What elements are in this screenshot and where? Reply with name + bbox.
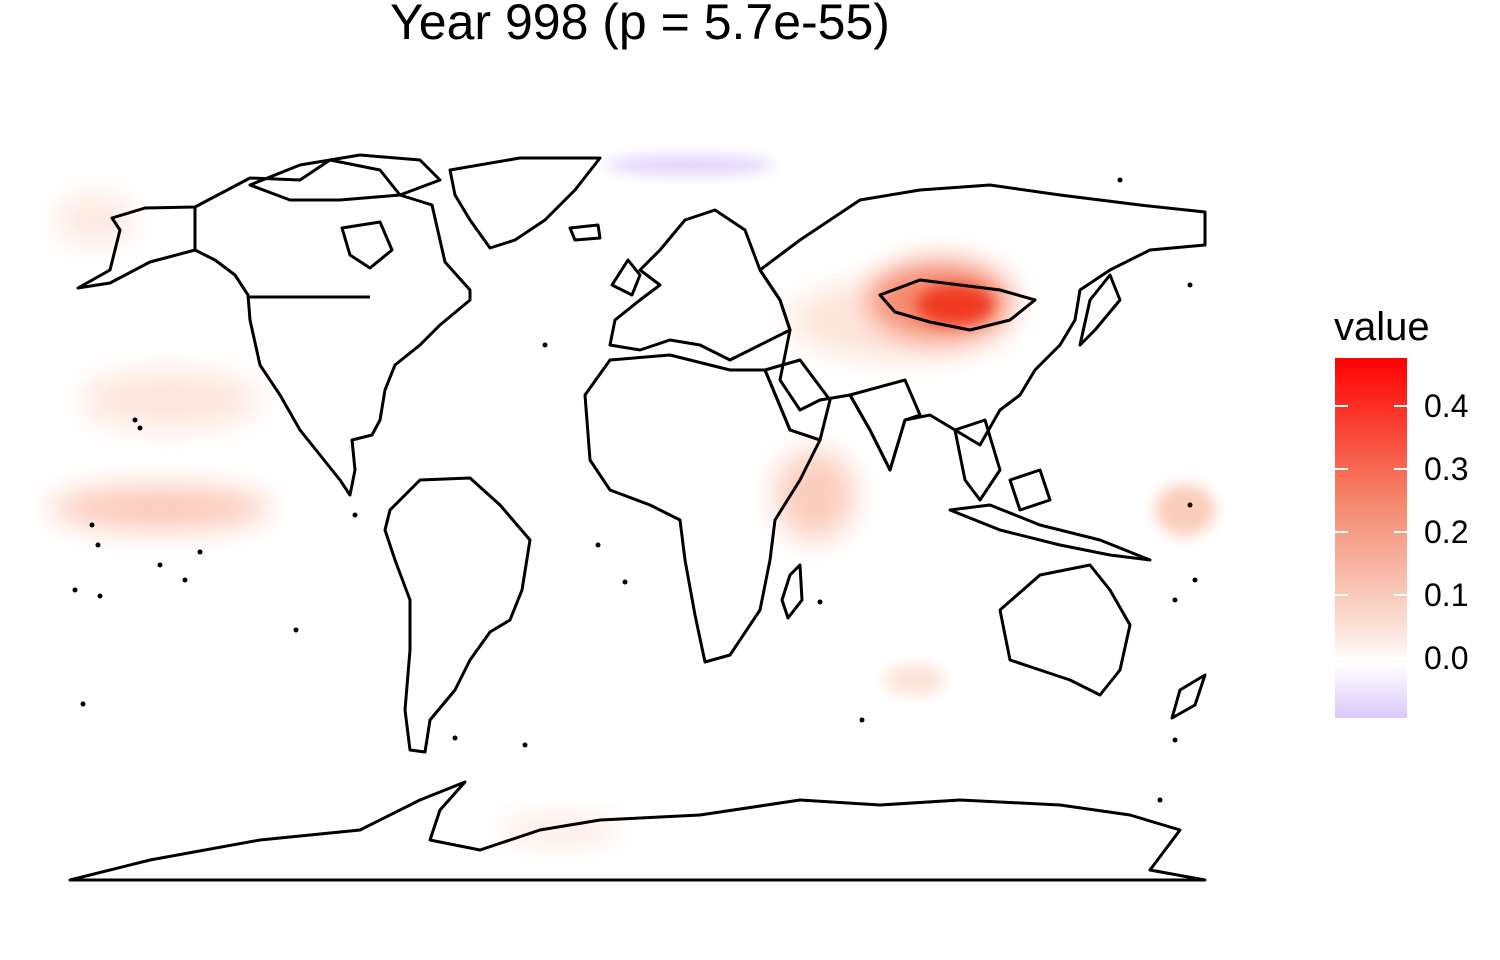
island-dot (452, 735, 458, 741)
heatmap-field (50, 155, 1215, 844)
australia-outline (998, 563, 1132, 697)
legend-tick-mark (1335, 531, 1348, 533)
island-dot (1172, 597, 1178, 603)
asia-outline (758, 183, 1207, 472)
chart-title: Year 998 (p = 5.7e-55) (390, 0, 890, 50)
indonesia (948, 503, 1152, 562)
legend-tick-label: 0.1 (1424, 577, 1469, 613)
heat-cell-arctic-negative (605, 155, 775, 175)
legend-tick-mark (1394, 468, 1407, 470)
greenland-outline (448, 156, 602, 250)
japan (1078, 273, 1122, 347)
island-dot (1192, 577, 1198, 583)
arctic-archipelago (248, 153, 442, 202)
heat-cell-central-pacific (50, 486, 270, 530)
legend-tick-mark (1335, 468, 1348, 470)
british-isles (610, 258, 642, 297)
coastlines (68, 153, 1207, 882)
island-dots (72, 177, 1198, 803)
island-dot (522, 742, 528, 748)
hudson-bay (340, 220, 394, 270)
southeast-asia (953, 418, 1002, 502)
legend-tick-label: 0.2 (1424, 514, 1469, 550)
heat-cell-mongolia-core (917, 285, 993, 325)
legend-tick-mark (1335, 594, 1348, 596)
mongolia-border (878, 278, 1037, 332)
island-dot (1187, 502, 1193, 508)
antarctica-outline (68, 780, 1207, 882)
north-america-outline (76, 158, 472, 497)
borneo (1008, 468, 1052, 512)
legend-tick-label: 0.4 (1424, 388, 1469, 424)
island-dot (182, 577, 188, 583)
heat-cell-west-pacific (1155, 484, 1215, 536)
legend-tick-mark (1394, 531, 1407, 533)
africa-outline (583, 353, 822, 664)
legend-tick-mark (1394, 594, 1407, 596)
iceland (568, 223, 602, 242)
island-dot (1172, 737, 1178, 743)
new-zealand (1170, 673, 1207, 720)
island-dot (72, 587, 78, 593)
island-dot (622, 579, 628, 585)
legend-tick-label: 0.0 (1424, 640, 1469, 676)
legend-tick-mark (1335, 657, 1348, 659)
island-dot (817, 599, 823, 605)
island-dot (132, 417, 138, 423)
legend-tick-label: 0.3 (1424, 451, 1469, 487)
madagascar (780, 563, 804, 620)
island-dot (95, 542, 101, 548)
island-dot (1157, 797, 1163, 803)
heat-cell-east-africa (775, 450, 855, 540)
arabian-peninsula (763, 358, 832, 442)
europe-outline (608, 208, 792, 362)
legend-tick-mark (1394, 405, 1407, 407)
island-dot (97, 593, 103, 599)
legend-title: value (1334, 305, 1430, 349)
island-dot (352, 512, 358, 518)
legend-tick-mark (1394, 657, 1407, 659)
south-america-outline (383, 476, 532, 754)
india (848, 378, 922, 472)
heat-cell-alaska-sea (55, 195, 135, 245)
island-dot (293, 627, 299, 633)
heat-cell-south-indian (885, 664, 945, 696)
island-dot (1117, 177, 1123, 183)
island-dot (89, 522, 95, 528)
island-dot (542, 342, 548, 348)
island-dot (859, 717, 865, 723)
island-dot (80, 701, 86, 707)
island-dot (197, 549, 203, 555)
island-dot (157, 562, 163, 568)
legend-colorbar (1335, 358, 1407, 718)
island-dot (595, 542, 601, 548)
legend-tick-mark (1335, 405, 1348, 407)
island-dot (137, 425, 143, 431)
island-dot (1187, 282, 1193, 288)
heat-cell-pacific-band (80, 370, 260, 430)
